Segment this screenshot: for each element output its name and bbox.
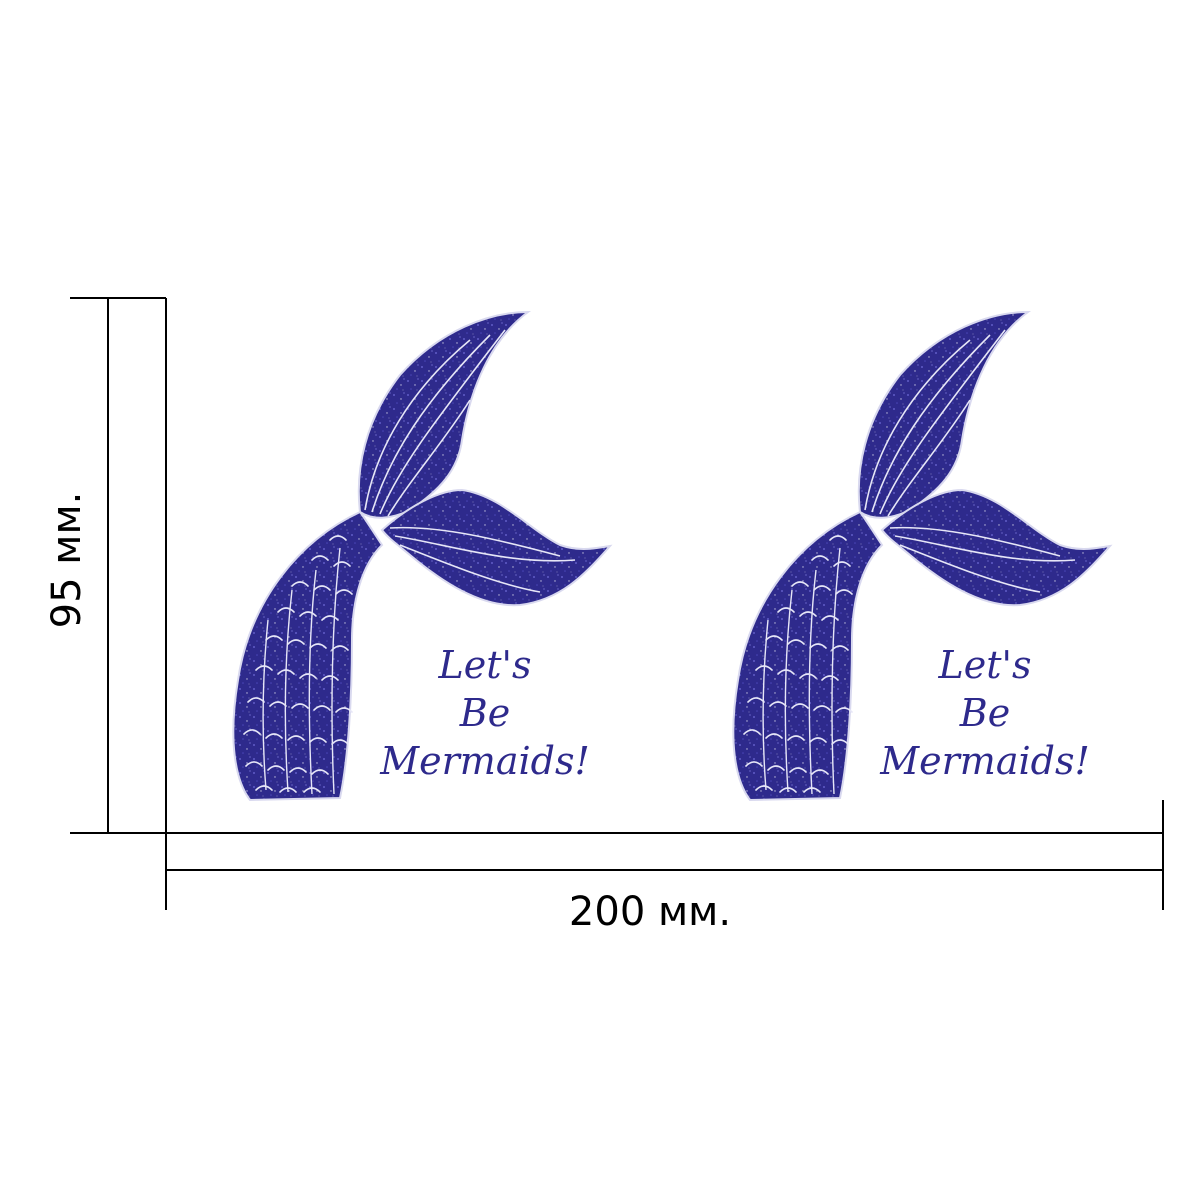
mermaid-tail-icon [232,311,611,801]
sticker-1: Let's Be Mermaids! [232,311,611,801]
slogan-line-1: Let's [438,643,532,687]
mermaid-tail-icon [732,311,1111,801]
slogan-line-3: Mermaids! [379,739,590,783]
height-dimension [70,297,167,834]
sticker-2: Let's Be Mermaids! [732,311,1111,801]
slogan-line-2: Be [959,691,1010,735]
slogan-line-2: Be [459,691,510,735]
width-dimension [165,800,1164,910]
width-label: 200 мм. [569,889,731,935]
slogan-line-1: Let's [938,643,1032,687]
slogan-line-3: Mermaids! [879,739,1090,783]
height-label: 95 мм. [44,492,90,629]
